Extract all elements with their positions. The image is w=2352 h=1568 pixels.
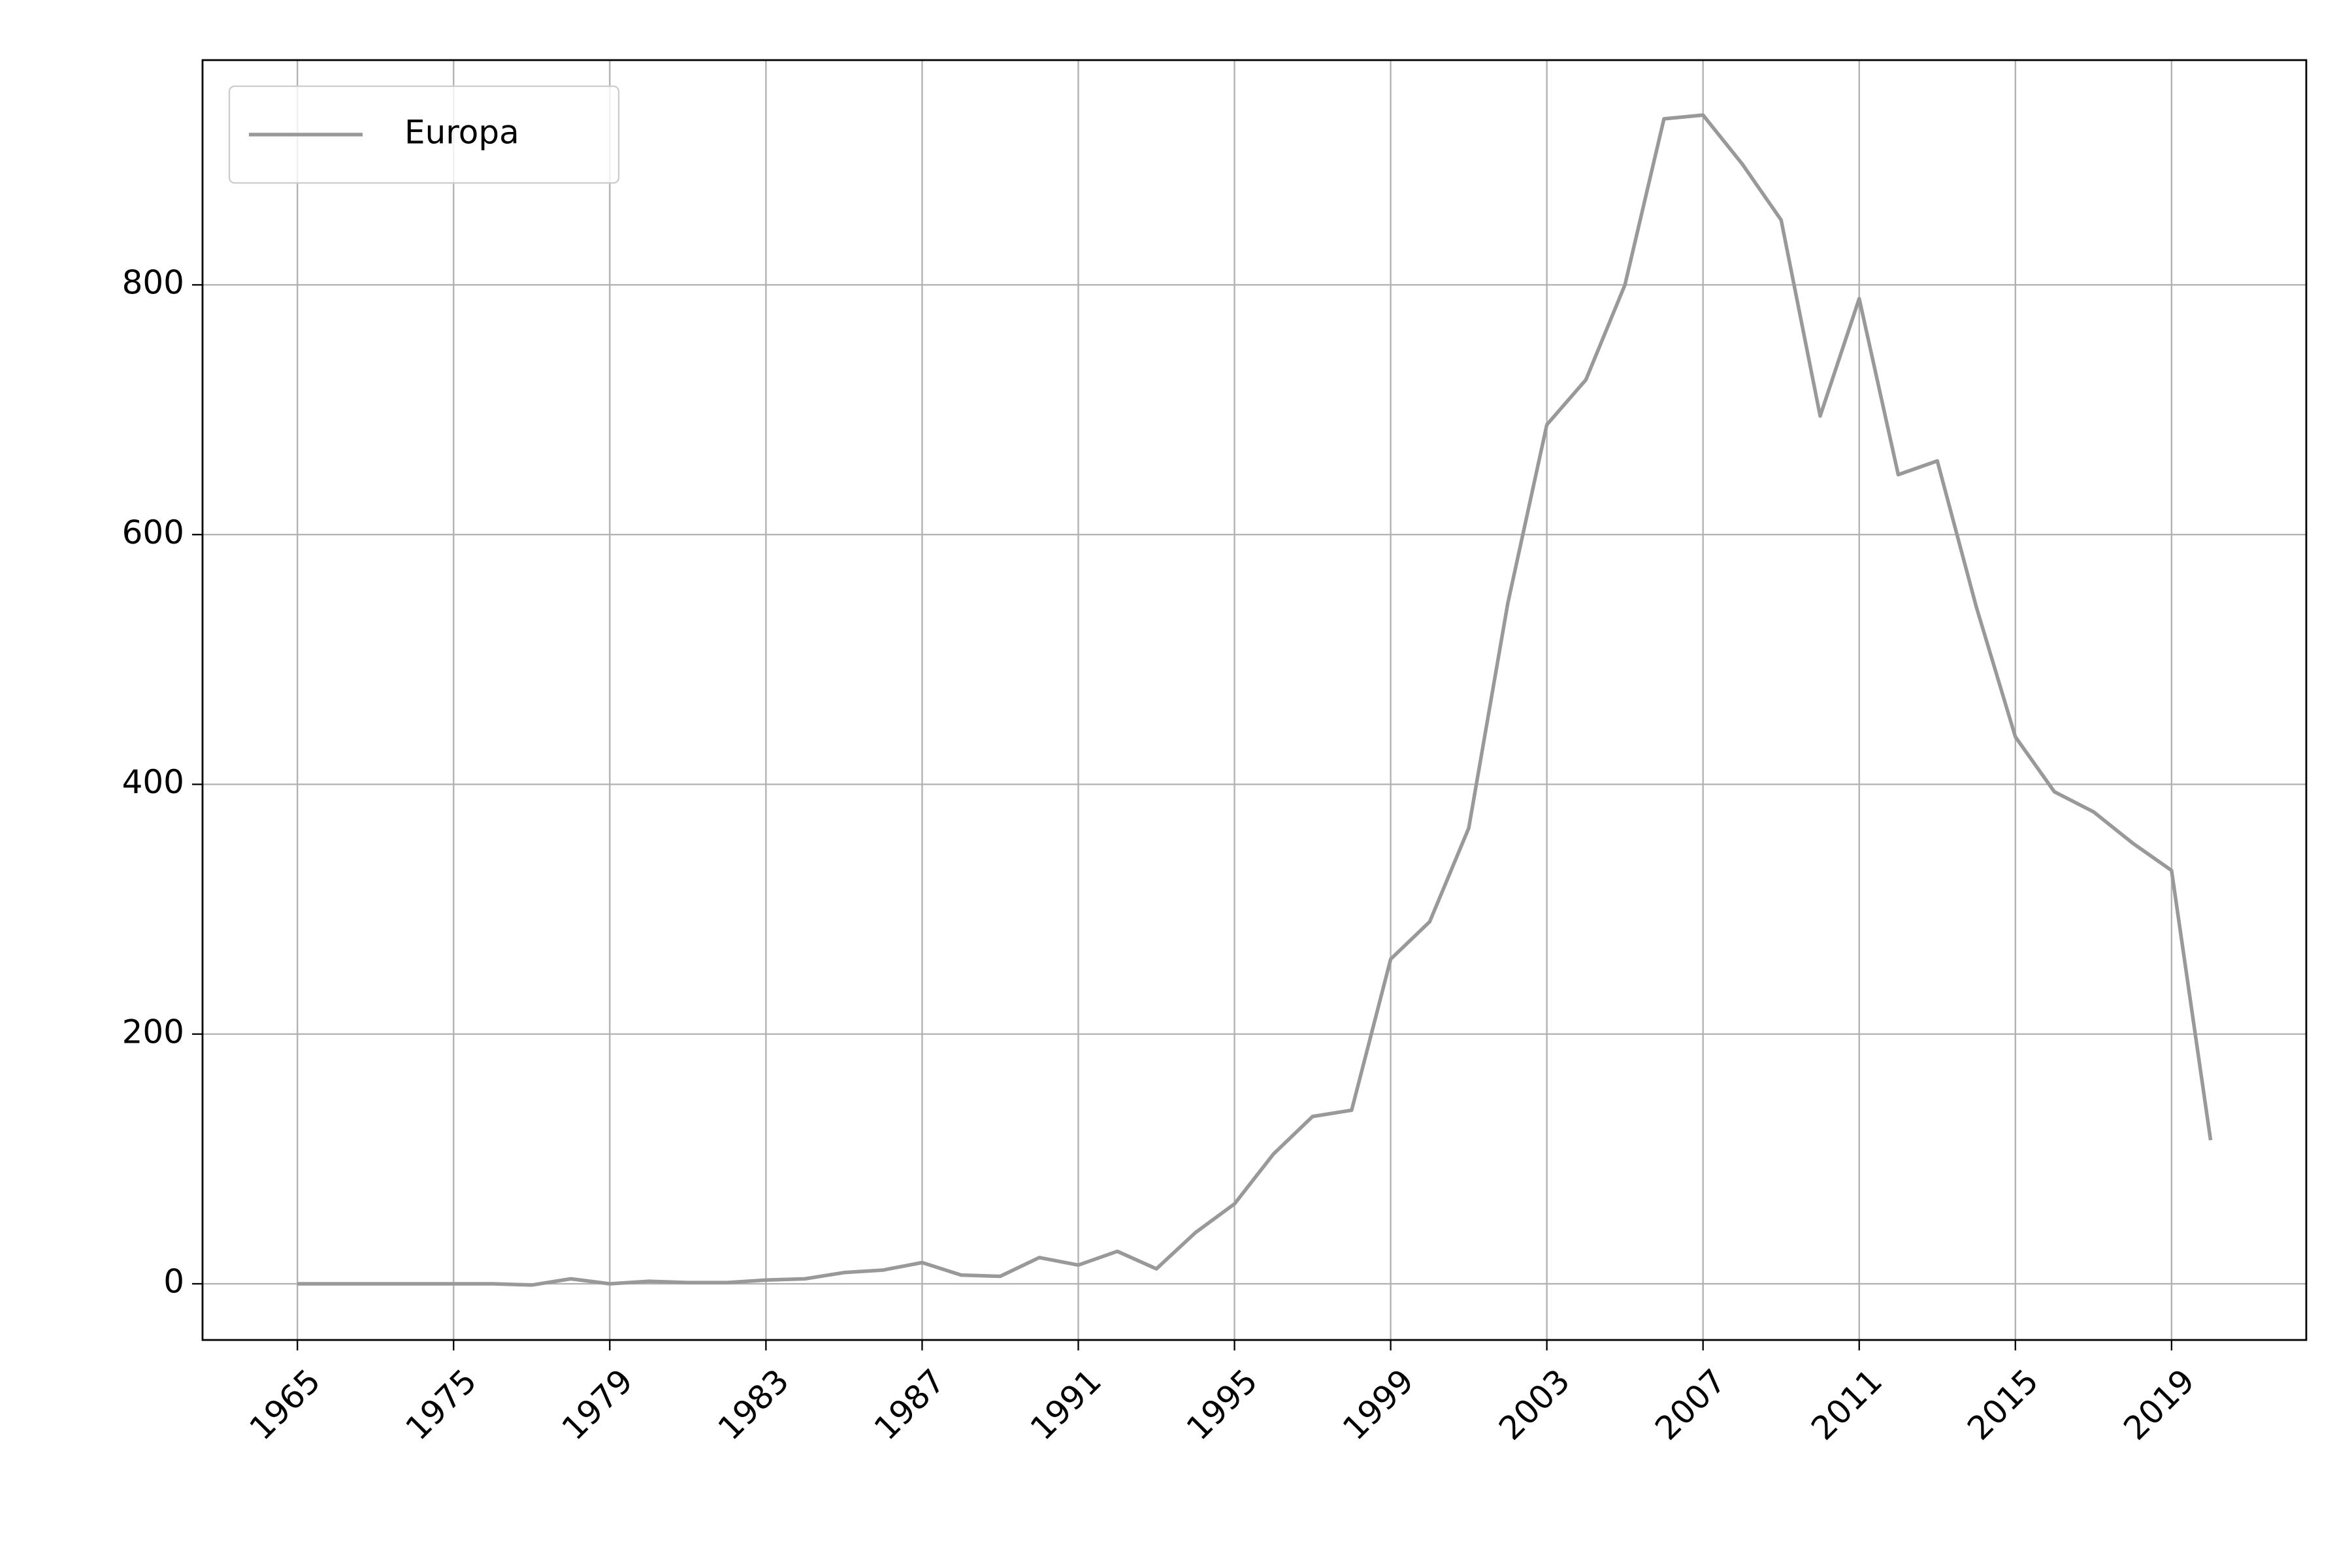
y-tick-label: 0	[163, 1262, 184, 1300]
legend-box	[228, 85, 620, 184]
plot-frame	[201, 59, 2308, 1341]
line	[297, 113, 2213, 1287]
y-tick-label: 200	[122, 1013, 184, 1051]
y-tick-label: 600	[122, 514, 184, 551]
y-tick-label: 800	[122, 264, 184, 302]
legend-label: Europa	[404, 114, 519, 152]
y-tick-label: 400	[122, 763, 184, 801]
